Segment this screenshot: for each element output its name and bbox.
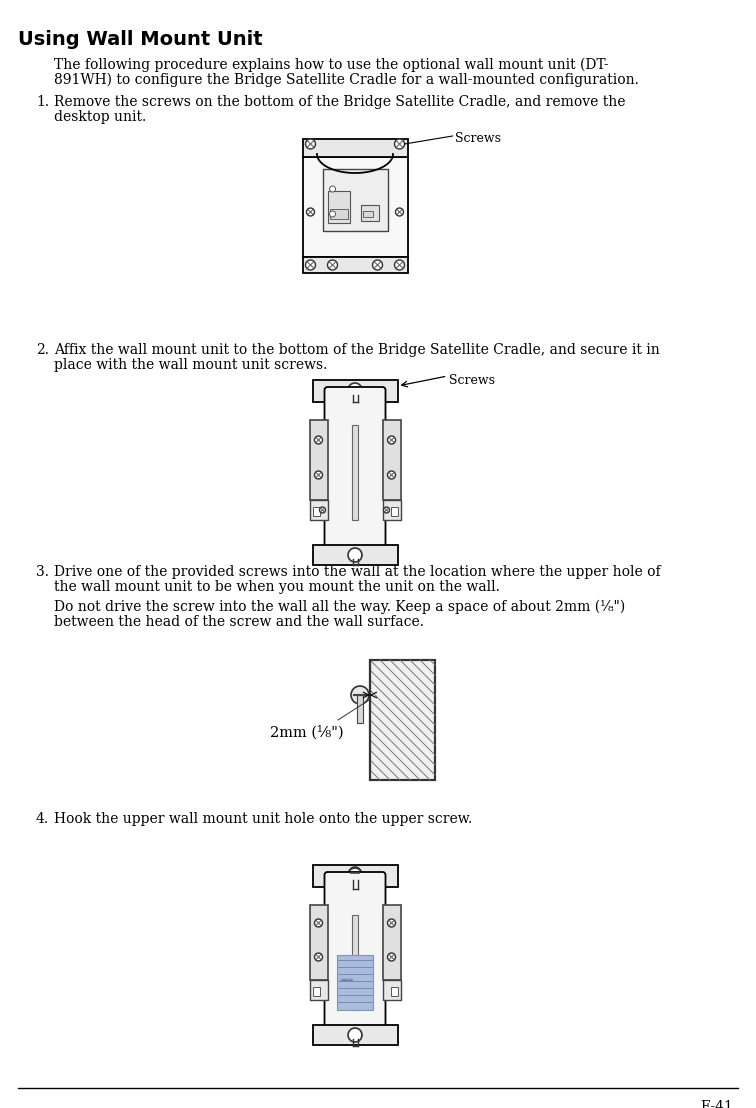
Text: 3.: 3.: [36, 565, 49, 579]
Text: 4.: 4.: [36, 812, 49, 825]
Circle shape: [395, 208, 404, 216]
Bar: [383, 979, 401, 1001]
Bar: [302, 157, 407, 257]
Text: E-41: E-41: [700, 1100, 733, 1108]
Bar: [312, 865, 398, 888]
Bar: [312, 380, 398, 402]
FancyBboxPatch shape: [324, 872, 386, 1033]
Bar: [391, 987, 398, 996]
Circle shape: [388, 953, 395, 961]
Bar: [312, 1025, 398, 1045]
Circle shape: [349, 866, 361, 879]
Bar: [370, 660, 435, 780]
Text: Hook the upper wall mount unit hole onto the upper screw.: Hook the upper wall mount unit hole onto…: [54, 812, 472, 825]
Bar: [302, 138, 407, 157]
Circle shape: [305, 260, 315, 270]
Bar: [352, 394, 358, 402]
Circle shape: [348, 868, 362, 882]
Circle shape: [395, 138, 404, 148]
Bar: [309, 979, 327, 1001]
Circle shape: [383, 507, 389, 513]
Circle shape: [314, 471, 323, 479]
Bar: [312, 545, 398, 565]
Circle shape: [388, 437, 395, 444]
Circle shape: [351, 686, 369, 704]
Bar: [323, 170, 388, 230]
Circle shape: [395, 260, 404, 270]
Bar: [352, 425, 358, 520]
Bar: [370, 660, 435, 780]
FancyBboxPatch shape: [324, 387, 386, 553]
Bar: [383, 420, 401, 500]
Bar: [352, 915, 358, 1010]
Text: Using Wall Mount Unit: Using Wall Mount Unit: [18, 30, 262, 49]
Bar: [302, 257, 407, 273]
Bar: [361, 205, 379, 220]
Circle shape: [314, 437, 323, 444]
Circle shape: [330, 186, 336, 192]
Text: 2.: 2.: [36, 343, 49, 357]
Bar: [309, 500, 327, 520]
Bar: [391, 507, 398, 516]
Text: Do not drive the screw into the wall all the way. Keep a space of about 2mm (¹⁄₈: Do not drive the screw into the wall all…: [54, 601, 625, 615]
Circle shape: [305, 138, 315, 148]
Circle shape: [330, 211, 336, 217]
Text: ═══: ═══: [340, 975, 353, 983]
Circle shape: [388, 919, 395, 927]
Bar: [383, 500, 401, 520]
Text: Screws: Screws: [450, 375, 495, 387]
Circle shape: [306, 208, 314, 216]
Bar: [337, 955, 373, 1010]
Circle shape: [388, 471, 395, 479]
Text: Remove the screws on the bottom of the Bridge Satellite Cradle, and remove the: Remove the screws on the bottom of the B…: [54, 95, 625, 109]
Circle shape: [314, 953, 323, 961]
Text: the wall mount unit to be when you mount the unit on the wall.: the wall mount unit to be when you mount…: [54, 579, 500, 594]
Circle shape: [348, 1028, 362, 1042]
Text: Screws: Screws: [454, 132, 500, 145]
Text: desktop unit.: desktop unit.: [54, 110, 146, 124]
Bar: [309, 905, 327, 979]
Circle shape: [314, 919, 323, 927]
Bar: [383, 905, 401, 979]
Circle shape: [320, 507, 326, 513]
Text: 2mm (¹⁄₈"): 2mm (¹⁄₈"): [270, 725, 344, 739]
Circle shape: [373, 260, 383, 270]
Circle shape: [348, 383, 362, 397]
Bar: [362, 211, 373, 217]
Text: Drive one of the provided screws into the wall at the location where the upper h: Drive one of the provided screws into th…: [54, 565, 661, 579]
Text: The following procedure explains how to use the optional wall mount unit (DT-: The following procedure explains how to …: [54, 58, 609, 72]
Bar: [312, 987, 320, 996]
Text: between the head of the screw and the wall surface.: between the head of the screw and the wa…: [54, 615, 424, 629]
Bar: [327, 191, 349, 223]
Circle shape: [327, 260, 337, 270]
Bar: [357, 695, 363, 724]
Text: place with the wall mount unit screws.: place with the wall mount unit screws.: [54, 358, 327, 372]
Bar: [309, 420, 327, 500]
Text: 891WH) to configure the Bridge Satellite Cradle for a wall-mounted configuration: 891WH) to configure the Bridge Satellite…: [54, 73, 639, 88]
Bar: [312, 507, 320, 516]
Bar: [330, 209, 348, 219]
Text: Affix the wall mount unit to the bottom of the Bridge Satellite Cradle, and secu: Affix the wall mount unit to the bottom …: [54, 343, 660, 357]
Text: 1.: 1.: [36, 95, 49, 109]
Circle shape: [348, 548, 362, 562]
